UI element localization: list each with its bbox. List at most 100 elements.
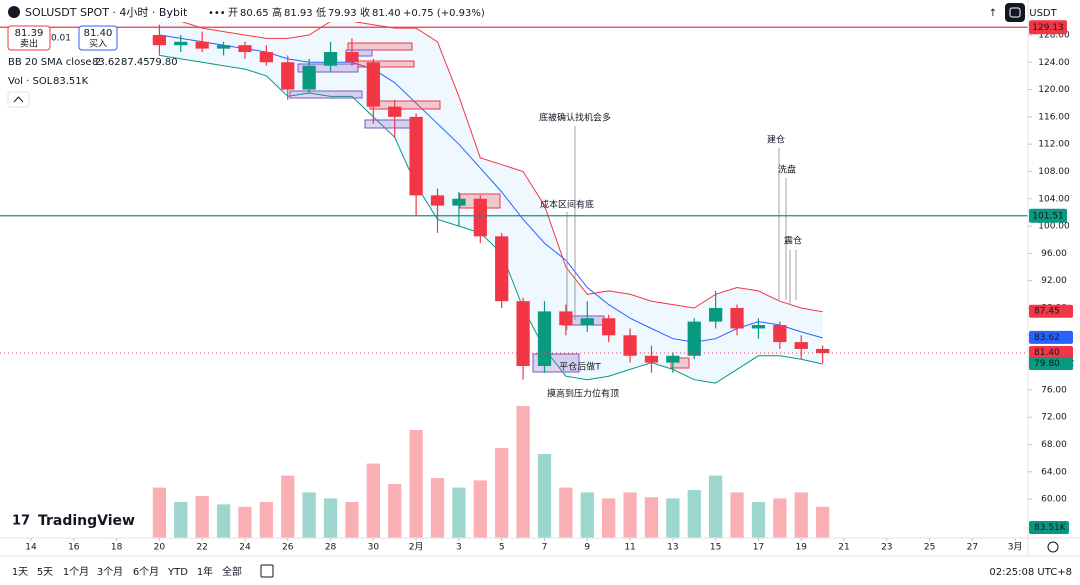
y-tick-label: 68.00 (1041, 440, 1067, 450)
ohlc-value: 80.65 (240, 8, 269, 19)
buy-button[interactable] (78, 25, 118, 51)
y-tick-label: 64.00 (1041, 467, 1067, 477)
volume-bar (602, 498, 616, 538)
annotation: 底被确认找机会多 (539, 112, 611, 124)
zone (357, 60, 415, 68)
candle-body (152, 34, 167, 46)
x-tick-label: 25 (924, 543, 935, 553)
bb-line (181, 22, 823, 313)
volume-bar (409, 430, 423, 538)
candle-body (773, 325, 787, 343)
price-tag-bg (1029, 330, 1073, 344)
x-tick-label: 3 (456, 543, 462, 553)
ohlc-value: 81.93 (284, 8, 313, 19)
volume-bar (516, 406, 530, 538)
range-button[interactable]: 3个月 (97, 566, 123, 578)
ohlc-value: 81.40 (372, 8, 401, 19)
vol-value: 83.51K (53, 76, 89, 87)
collapse-button[interactable] (7, 91, 30, 108)
volume-bar (345, 502, 359, 538)
volume-bar (751, 502, 766, 538)
y-tick-label: 112.00 (1038, 140, 1070, 150)
candle-body (452, 198, 466, 206)
y-tick-label: 76.00 (1041, 385, 1067, 395)
screenshot-button[interactable] (1005, 3, 1025, 22)
candle-body (409, 116, 423, 196)
sell-label: 卖出 (20, 38, 38, 50)
settings-icon[interactable] (1047, 541, 1059, 553)
volume-bar (388, 484, 402, 538)
range-button[interactable]: 1天 (12, 567, 28, 578)
volume-bar (687, 490, 701, 538)
range-button[interactable]: 1年 (197, 565, 213, 578)
sell-button[interactable] (7, 25, 51, 51)
candle-body (709, 307, 723, 322)
x-tick-label: 15 (710, 543, 721, 553)
axes-layer: 128.00 124.00 120.00 116.00 112.00 108.00 104.… (25, 20, 1074, 553)
band-layer (159, 22, 823, 384)
price-tag: 101.51 (1032, 211, 1064, 221)
volume-tag: 83.51K (1034, 523, 1067, 533)
zone (670, 357, 690, 369)
price-tag: 81.40 (1034, 348, 1060, 358)
volume-bar (216, 504, 231, 538)
date-range-icon[interactable] (260, 564, 274, 578)
price-tag-bg (1029, 208, 1067, 223)
candle-body (687, 321, 701, 356)
change: +0.75 (+0.93%) (403, 8, 485, 19)
ohlc-label: 低 (316, 6, 326, 19)
x-tick-label: 5 (499, 543, 505, 553)
range-button[interactable]: 全部 (222, 565, 242, 578)
volume-bar (366, 463, 380, 538)
vol-name: Vol · SOL (8, 76, 53, 87)
range-button[interactable]: YTD (167, 567, 188, 578)
range-button[interactable]: 6个月 (133, 566, 159, 578)
candle-body (388, 106, 402, 117)
candle-body (259, 52, 273, 63)
x-tick-label: 26 (282, 543, 294, 553)
annotation: 洗盘 (778, 164, 796, 176)
zone (289, 90, 363, 99)
currency[interactable]: USDT (1029, 8, 1057, 19)
x-tick-label: 19 (795, 543, 807, 553)
arrow-icon[interactable]: ↑ (989, 8, 997, 19)
logo-mark: 𝟭𝟳 (12, 514, 30, 529)
x-tick-label: 11 (624, 543, 635, 553)
price-tag-bg (1029, 304, 1073, 318)
ohlc-value: 79.93 (328, 8, 357, 19)
volume-bar (152, 487, 167, 538)
bb-middle: 83.62 (92, 57, 121, 68)
range-button[interactable]: 1个月 (63, 566, 89, 578)
candle-body (794, 342, 808, 349)
range-button[interactable]: 5天 (37, 567, 53, 578)
price-tag: 83.62 (1034, 333, 1060, 343)
bb-lower: 79.80 (149, 57, 178, 68)
buy-label: 买入 (89, 39, 107, 50)
x-tick-label: 16 (68, 543, 80, 553)
volume-bar (709, 475, 723, 538)
x-tick-label: 23 (881, 543, 892, 553)
volume-bar (773, 498, 787, 538)
annotation-lines (566, 126, 797, 330)
x-tick-label: 13 (667, 543, 678, 553)
x-tick-label: 28 (325, 543, 337, 553)
volume-bar (794, 492, 808, 538)
ohlc-label: 开 (228, 8, 238, 19)
range-toolbar: 1天 5天 1个月 3个月 6个月 YTD 1年 全部 (12, 565, 242, 578)
candle-body (644, 355, 659, 363)
spread: 0.01 (51, 34, 71, 44)
x-tick-label: 3月 (1008, 542, 1023, 553)
zone (364, 119, 416, 129)
volume-bar (323, 498, 338, 538)
x-tick-label: 18 (111, 543, 123, 553)
bb-upper: 87.45 (121, 57, 150, 68)
y-tick-label: 128.00 (1038, 30, 1070, 40)
x-tick-label: 24 (239, 543, 251, 553)
volume-bar (815, 506, 830, 538)
candle-body (323, 52, 338, 66)
volume-bar (666, 498, 680, 538)
y-tick-label: 92.00 (1041, 276, 1067, 286)
annotation: 成本区间有底 (540, 199, 594, 211)
